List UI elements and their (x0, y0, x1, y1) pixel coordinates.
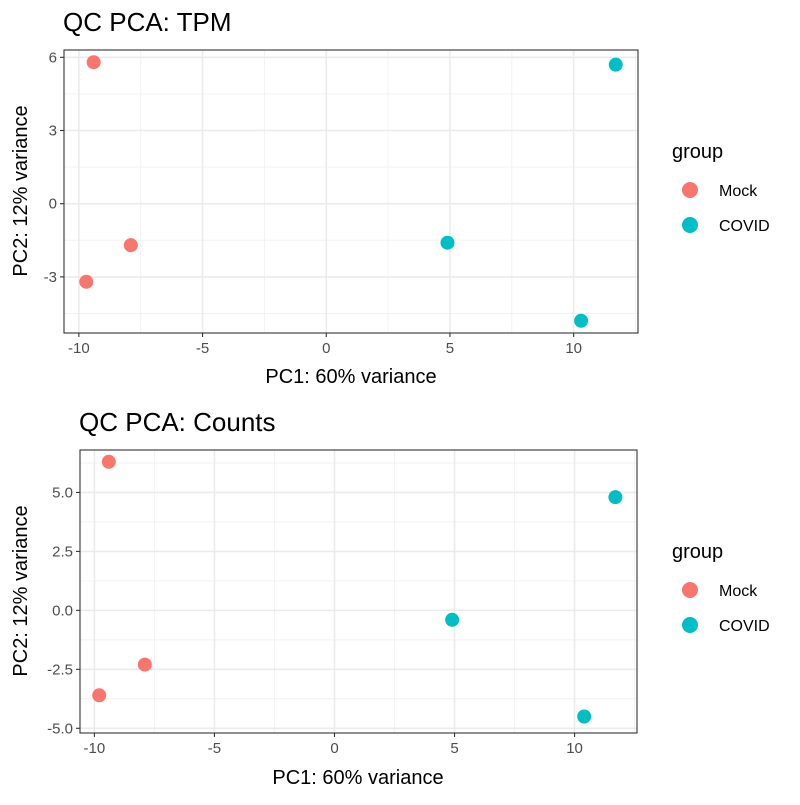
chart-title: QC PCA: Counts (79, 407, 276, 437)
axis-ticks: -10 -5 0 5 10 -3 0 3 6 (44, 49, 582, 357)
data-point-mock (79, 274, 94, 289)
data-point-mock (101, 454, 116, 469)
grid-lines (64, 50, 638, 333)
x-tick-label: -5 (208, 740, 221, 757)
x-tick-label: 0 (322, 340, 330, 357)
data-point-mock (123, 238, 138, 253)
legend-label-mock: Mock (719, 183, 758, 200)
data-point-covid (608, 490, 623, 505)
chart-title: QC PCA: TPM (63, 7, 232, 37)
data-point-mock (86, 55, 101, 70)
data-point-mock (92, 688, 107, 703)
y-tick-label: 6 (49, 49, 57, 66)
pca-chart-svg: QC PCA: Counts -10 -5 0 5 10 -5.0 -2.5 0.0 2.5 5.… (10, 407, 770, 789)
axis-ticks: -10 -5 0 5 10 -5.0 -2.5 0.0 2.5 5.0 (47, 484, 583, 757)
y-tick-label: -5.0 (47, 720, 73, 737)
legend-title: group (672, 141, 723, 163)
legend-label-covid: COVID (719, 618, 770, 635)
data-point-covid (577, 709, 592, 724)
legend-key-covid (682, 617, 698, 633)
x-tick-label: -10 (84, 740, 106, 757)
y-tick-label: 5.0 (52, 484, 73, 501)
x-tick-label: -5 (196, 340, 209, 357)
y-tick-label: 3 (49, 123, 57, 140)
plot-background (80, 450, 637, 733)
x-tick-label: 10 (566, 740, 583, 757)
legend-title: group (672, 541, 723, 563)
legend: group Mock COVID (672, 141, 770, 235)
legend: group Mock COVID (672, 541, 770, 635)
x-tick-label: 5 (450, 740, 458, 757)
y-axis-title: PC2: 12% variance (10, 105, 32, 276)
plot-border (63, 49, 639, 334)
legend-key-mock (682, 182, 698, 198)
legend-key-covid (682, 217, 698, 233)
x-tick-label: 10 (565, 340, 582, 357)
data-point-mock (137, 657, 152, 672)
y-axis-title: PC2: 12% variance (10, 505, 32, 676)
plot-border (79, 449, 638, 734)
data-points (92, 454, 623, 724)
x-tick-label: -10 (68, 340, 90, 357)
x-axis-title: PC1: 60% variance (265, 366, 436, 388)
y-tick-label: 0.0 (52, 602, 73, 619)
y-tick-label: -3 (44, 269, 57, 286)
data-point-covid (440, 235, 455, 250)
y-tick-label: 2.5 (52, 543, 73, 560)
x-tick-label: 0 (330, 740, 338, 757)
grid-lines (80, 450, 637, 733)
plot-background (64, 50, 638, 333)
y-tick-label: -2.5 (47, 661, 73, 678)
legend-label-covid: COVID (719, 218, 770, 235)
pca-chart-tpm: QC PCA: TPM -10 -5 0 5 10 -3 0 3 6 PC1: 60% vari… (0, 0, 800, 400)
y-tick-label: 0 (49, 196, 57, 213)
data-points (79, 55, 623, 328)
pca-chart-counts: QC PCA: Counts -10 -5 0 5 10 -5.0 -2.5 0.0 2.5 5.… (0, 400, 800, 800)
data-point-covid (608, 57, 623, 72)
x-tick-label: 5 (446, 340, 454, 357)
legend-key-mock (682, 582, 698, 598)
pca-chart-svg: QC PCA: TPM -10 -5 0 5 10 -3 0 3 6 PC1: 60% vari… (10, 7, 770, 388)
data-point-covid (445, 612, 460, 627)
x-axis-title: PC1: 60% variance (272, 767, 443, 789)
legend-label-mock: Mock (719, 583, 758, 600)
data-point-covid (574, 313, 589, 328)
